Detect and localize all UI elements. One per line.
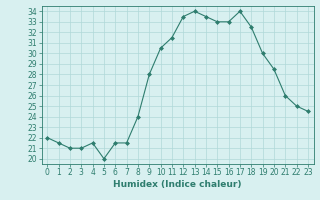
X-axis label: Humidex (Indice chaleur): Humidex (Indice chaleur): [113, 180, 242, 189]
